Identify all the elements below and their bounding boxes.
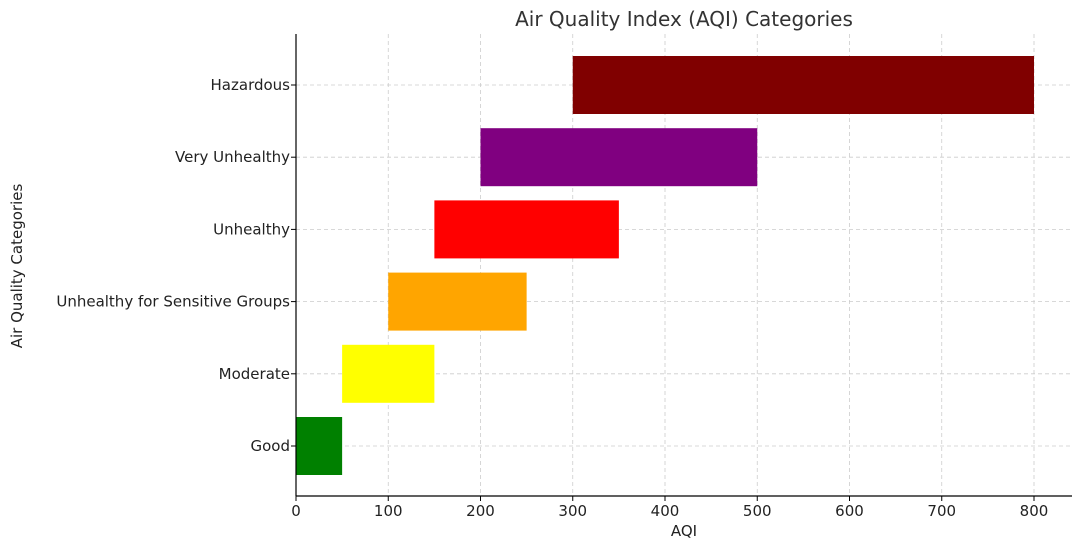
x-tick-label-400: 400: [651, 502, 680, 520]
x-tick-label-700: 700: [927, 502, 956, 520]
y-ticks: Good Moderate Unhealthy for Sensitive Grou…: [56, 76, 296, 455]
x-ticks: 0 100 200 300 400 500 600 700 800: [291, 496, 1048, 520]
x-tick-label-0: 0: [291, 502, 301, 520]
bars-group: [296, 56, 1034, 475]
y-tick-label-moderate: Moderate: [219, 365, 290, 383]
x-tick-label-500: 500: [743, 502, 772, 520]
bar-very-unhealthy: [480, 128, 758, 187]
chart-title: Air Quality Index (AQI) Categories: [515, 7, 853, 31]
y-tick-label-good: Good: [251, 437, 291, 455]
x-axis-label: AQI: [671, 522, 697, 540]
x-tick-label-300: 300: [558, 502, 587, 520]
y-tick-label-unhealthy: Unhealthy: [213, 220, 290, 238]
x-tick-label-600: 600: [835, 502, 864, 520]
x-tick-label-800: 800: [1020, 502, 1049, 520]
y-axis-label: Air Quality Categories: [8, 184, 26, 349]
y-tick-label-unhealthy-for-sensitive-groups: Unhealthy for Sensitive Groups: [56, 293, 290, 311]
bar-unhealthy-for-sensitive-groups: [388, 272, 527, 331]
bar-moderate: [342, 344, 435, 403]
bar-good: [296, 417, 343, 475]
x-tick-label-200: 200: [466, 502, 495, 520]
y-tick-label-very-unhealthy: Very Unhealthy: [175, 148, 290, 166]
bar-hazardous: [572, 56, 1034, 114]
bar-unhealthy: [434, 200, 619, 259]
y-tick-label-hazardous: Hazardous: [211, 76, 291, 94]
x-tick-label-100: 100: [374, 502, 403, 520]
